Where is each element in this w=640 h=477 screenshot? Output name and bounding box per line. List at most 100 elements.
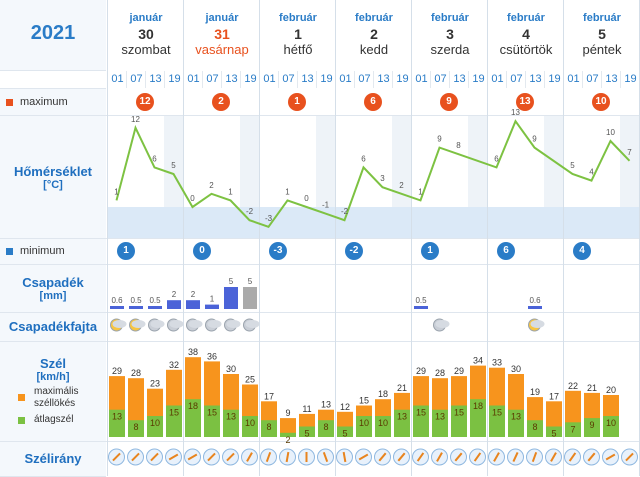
wind-arrow	[605, 453, 616, 461]
min-value-badge: -2	[345, 242, 363, 260]
hours-label-cell	[0, 71, 106, 89]
hour-label: 19	[240, 71, 260, 88]
wind-direction-icon	[165, 448, 182, 466]
min-value-badge: 6	[497, 242, 515, 260]
wind-direction-icon	[222, 448, 239, 466]
temp-row	[106, 116, 640, 239]
day-header-cell: február 5 péntek	[563, 0, 640, 70]
wind-arrow	[568, 452, 577, 462]
day-month: február	[431, 12, 469, 24]
precip-label: Csapadék	[22, 275, 84, 290]
wind-direction-icon	[431, 448, 448, 466]
max-value-badge: 13	[516, 93, 534, 111]
hour-label: 13	[449, 71, 469, 88]
day-month: január	[205, 12, 239, 24]
wind-arrow	[187, 453, 198, 461]
hour-label: 07	[354, 71, 374, 88]
hour-label: 19	[392, 71, 412, 88]
day-header-cell: február 4 csütörtök	[487, 0, 564, 70]
min-row	[106, 239, 640, 265]
maximum-marker-icon	[6, 99, 13, 106]
gust-marker-icon	[18, 394, 25, 401]
hour-label: 13	[601, 71, 621, 88]
wind-arrow	[150, 452, 159, 462]
wind-label: Szél	[39, 356, 66, 371]
hour-label: 19	[468, 71, 488, 88]
wind-row	[106, 342, 640, 442]
temp-label: Hőmérséklet	[13, 164, 93, 179]
day-weekday: péntek	[582, 42, 622, 57]
avg-legend-label: átlagszél	[34, 414, 74, 425]
wind-direction-icon	[393, 448, 410, 466]
wind-arrow	[265, 451, 272, 463]
day-weekday: kedd	[359, 42, 389, 57]
hour-label: 13	[525, 71, 545, 88]
hour-label: 01	[335, 71, 355, 88]
wind-arrow	[473, 452, 482, 462]
hour-label: 19	[620, 71, 640, 88]
wind-direction-icon	[146, 448, 163, 466]
day-number: 2	[370, 26, 378, 42]
temp-unit: [°C]	[43, 179, 63, 191]
precip-unit: [mm]	[39, 290, 67, 302]
day-header-cell: február 3 szerda	[411, 0, 488, 70]
wind-direction-icon	[545, 448, 562, 466]
day-month: február	[507, 12, 545, 24]
day-month: február	[583, 12, 621, 24]
day-header-cell: január 30 szombat	[107, 0, 184, 70]
wind-arrow	[358, 453, 369, 461]
wind-direction-icon	[507, 448, 524, 466]
gust-legend-label: maximális széllökés	[34, 386, 79, 409]
maximum-label: maximum	[20, 96, 68, 108]
wind-arrow	[112, 452, 121, 462]
wind-arrow	[342, 451, 347, 463]
hour-label: 07	[430, 71, 450, 88]
wind-arrow	[416, 452, 425, 462]
wind-direction-icon	[564, 448, 581, 466]
wind-arrow	[397, 452, 406, 462]
wind-direction-icon	[279, 448, 296, 466]
day-number: 30	[138, 26, 154, 42]
day-number: 31	[214, 26, 230, 42]
precip-type-label: Csapadékfajta	[8, 319, 98, 334]
max-value-badge: 10	[592, 93, 610, 111]
day-number: 4	[522, 26, 530, 42]
day-header-cell: január 31 vasárnap	[183, 0, 260, 70]
max-value-badge: 9	[440, 93, 458, 111]
wind-direction-icon	[127, 448, 144, 466]
hour-label: 07	[506, 71, 526, 88]
wind-arrow	[550, 452, 557, 462]
precip-type-row	[106, 313, 640, 342]
max-value-badge: 2	[212, 93, 230, 111]
maximum-label-cell: maximum	[0, 89, 106, 116]
wind-direction-icon	[108, 448, 125, 466]
wind-arrow	[454, 452, 463, 462]
hour-label: 13	[297, 71, 317, 88]
wind-direction-icon	[526, 448, 543, 466]
hour-label: 07	[202, 71, 222, 88]
wind-arrow	[226, 452, 235, 462]
wind-direction-icon	[374, 448, 391, 466]
precip-label-cell: Csapadék [mm]	[0, 265, 106, 313]
precip-row	[106, 265, 640, 313]
year-cell: 2021	[0, 0, 106, 71]
year-label: 2021	[30, 22, 76, 44]
wind-direction-icon	[260, 448, 277, 466]
wind-arrow	[587, 452, 596, 462]
min-value-badge: 4	[573, 242, 591, 260]
wind-arrow	[285, 451, 290, 463]
wind-direction-icon	[241, 448, 258, 466]
wind-arrow	[246, 452, 253, 462]
wind-unit: [km/h]	[36, 371, 70, 383]
hour-label: 01	[563, 71, 583, 88]
wind-direction-icon	[469, 448, 486, 466]
wind-arrow	[436, 452, 443, 462]
avg-marker-icon	[18, 417, 25, 424]
wind-direction-icon	[184, 448, 201, 466]
hour-label: 01	[183, 71, 203, 88]
day-month: február	[279, 12, 317, 24]
day-weekday: vasárnap	[195, 42, 249, 57]
wind-label-cell: Szél [km/h] maximális széllökés átlagszé…	[0, 342, 106, 442]
min-value-badge: 0	[193, 242, 211, 260]
day-number: 1	[294, 26, 302, 42]
